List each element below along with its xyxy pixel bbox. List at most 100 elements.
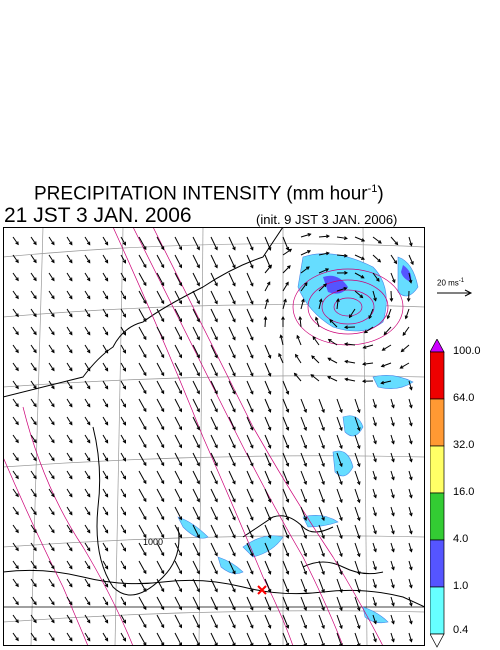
wind-vector-head xyxy=(267,534,272,539)
wind-vector-head xyxy=(104,277,109,282)
wind-vector xyxy=(354,524,360,539)
wind-vector xyxy=(390,434,395,444)
wind-vector-head xyxy=(33,457,37,462)
wind-vector-head xyxy=(122,421,127,426)
wind-vector-head xyxy=(303,462,307,468)
wind-vector-head xyxy=(386,315,391,320)
wind-vector xyxy=(246,470,254,484)
wind-vector-head xyxy=(373,584,377,589)
wind-vector-head xyxy=(267,570,272,575)
wind-vector xyxy=(12,452,19,461)
wind-vector-head xyxy=(122,259,127,264)
wind-vector xyxy=(84,434,91,443)
wind-vector-head xyxy=(33,637,37,642)
wind-vector xyxy=(264,344,271,359)
wind-vector-head xyxy=(250,390,254,395)
wind-vector xyxy=(174,578,182,592)
wind-vector xyxy=(390,596,395,606)
wind-vector-head xyxy=(380,363,385,368)
colorbar-segment-1 xyxy=(430,586,445,635)
wind-vector xyxy=(318,283,327,292)
wind-vector xyxy=(300,596,307,611)
wind-vector xyxy=(120,416,126,426)
wind-vector-head xyxy=(214,318,218,323)
wind-vector-head xyxy=(196,318,200,323)
wind-vector xyxy=(408,452,413,462)
wind-vector-head xyxy=(356,409,361,414)
wind-vector-head xyxy=(303,606,307,612)
wind-vector-head xyxy=(51,295,55,300)
colorbar-label: 100.0 xyxy=(453,345,481,357)
wind-vector-head xyxy=(321,445,325,450)
wind-vector xyxy=(228,416,236,430)
wind-vector-head xyxy=(373,602,377,607)
wind-vector-head xyxy=(160,300,165,305)
wind-vector-head xyxy=(391,548,395,553)
wind-vector-head xyxy=(232,462,236,467)
wind-vector xyxy=(66,542,73,551)
wind-vector-head xyxy=(143,282,147,287)
wind-vector-head xyxy=(285,281,289,286)
wind-vector-head xyxy=(373,638,377,643)
wind-vector xyxy=(48,560,55,569)
wind-vector xyxy=(12,542,19,551)
wind-vector-head xyxy=(391,620,395,625)
wind-vector-head xyxy=(285,516,290,521)
wind-vector xyxy=(336,287,347,292)
wind-vector xyxy=(102,542,109,551)
wind-vector xyxy=(210,236,218,250)
wind-vector-head xyxy=(104,547,109,552)
wind-vector-head xyxy=(321,607,325,612)
wind-vector xyxy=(295,354,302,364)
wind-vector-head xyxy=(267,462,272,467)
wind-vector-head xyxy=(143,516,147,521)
wind-vector-field xyxy=(12,233,414,646)
wind-vector xyxy=(174,344,182,358)
wind-vector xyxy=(174,488,182,502)
wind-vector xyxy=(156,308,165,322)
wind-vector xyxy=(282,488,289,503)
wind-vector xyxy=(246,560,254,574)
wind-vector xyxy=(120,272,126,282)
wind-vector-head xyxy=(51,313,55,318)
wind-vector-head xyxy=(104,421,109,426)
wind-vector-head xyxy=(288,248,293,253)
wind-vector-head xyxy=(196,282,200,287)
wind-vector xyxy=(102,344,109,353)
wind-vector xyxy=(12,326,19,335)
wind-vector xyxy=(12,488,19,497)
wind-vector xyxy=(120,434,126,444)
wind-vector xyxy=(300,542,307,557)
wind-vector-head xyxy=(339,553,343,558)
wind-vector-head xyxy=(51,421,55,426)
wind-vector xyxy=(381,362,392,367)
wind-vector-head xyxy=(409,404,413,409)
wind-vector-head xyxy=(33,313,37,318)
wind-vector xyxy=(336,299,339,310)
wind-vector xyxy=(156,380,165,394)
wind-vector-head xyxy=(86,619,91,624)
wind-vector xyxy=(192,344,200,358)
wind-vector-head xyxy=(122,403,127,408)
wind-vector xyxy=(210,362,218,376)
wind-vector-head xyxy=(143,570,147,575)
wind-vector-head xyxy=(160,516,165,521)
wind-vector xyxy=(102,254,109,263)
wind-vector xyxy=(336,452,343,467)
wind-vector xyxy=(246,290,254,304)
wind-vector xyxy=(282,542,289,557)
wind-vector-head xyxy=(196,516,200,521)
wind-vector-head xyxy=(391,404,395,409)
wind-vector xyxy=(372,272,380,282)
wind-vector-head xyxy=(68,331,73,336)
wind-vector xyxy=(408,398,413,408)
wind-vector xyxy=(192,380,200,394)
wind-vector xyxy=(264,281,271,292)
wind-vector xyxy=(329,319,338,328)
wind-vector-head xyxy=(356,445,361,450)
wind-vector xyxy=(138,308,147,322)
wind-vector-head xyxy=(400,348,405,353)
wind-vector-head xyxy=(232,282,236,287)
wind-vector xyxy=(66,290,73,299)
wind-vector xyxy=(228,434,236,448)
